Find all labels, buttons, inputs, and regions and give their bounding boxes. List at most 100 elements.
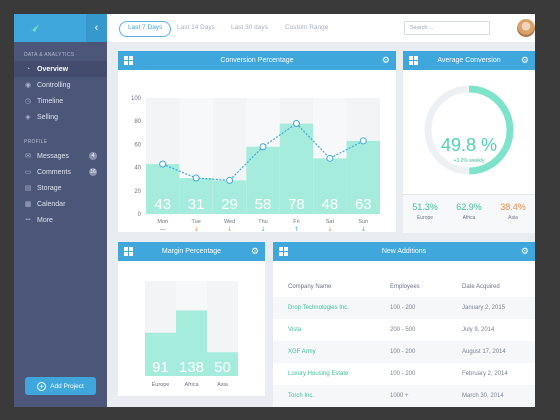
y-tick-label: 20: [134, 189, 141, 195]
gear-icon[interactable]: ⚙: [520, 55, 529, 65]
sidebar-item-comments[interactable]: ▭ Comments 16: [14, 164, 107, 180]
grid-icon[interactable]: [124, 56, 133, 65]
employees-cell: 100 - 200: [390, 349, 416, 355]
x-tick-label: Wed: [224, 219, 235, 225]
sidebar-item-more[interactable]: ••• More: [14, 212, 107, 228]
column-header-company: Company Name: [288, 284, 332, 290]
avatar[interactable]: [517, 19, 535, 37]
europe-value: 51.3%: [412, 202, 438, 212]
gear-icon[interactable]: ⚙: [381, 55, 390, 65]
tab-custom-range[interactable]: Custom Range: [285, 24, 329, 31]
average-card-header: Average Conversion ⚙: [403, 51, 535, 70]
conversion-chart: 02040608010043Mon—31Tue↓29Wed↓58Thu↓78Fr…: [131, 96, 380, 233]
conversion-card: Conversion Percentage ⚙ 0 20 40 60 80 100 43 Mo…: [118, 51, 396, 233]
bar-value-label: 78: [288, 196, 305, 213]
plus-icon: +: [37, 381, 47, 391]
table-row[interactable]: Luxury Housing Estate 100 - 200 February 2…: [273, 363, 535, 385]
bar-value-label: 31: [188, 196, 205, 213]
company-cell[interactable]: Luxury Housing Estate: [288, 371, 349, 377]
bar-value-label: 138: [179, 359, 204, 376]
sidebar-item-label: Storage: [37, 184, 62, 192]
additions-card-title: New Additions: [381, 248, 427, 255]
tab-last-7-days[interactable]: Last 7 Days: [119, 21, 172, 37]
sidebar: ‹ DATA & ANALYTICS ◔ Overview ◉ Controlling…: [14, 14, 107, 407]
trend-point: [226, 176, 234, 184]
x-tick-label: Africa: [184, 382, 199, 388]
sidebar-item-controlling[interactable]: ◉ Controlling: [14, 77, 107, 93]
arrow-down-icon: ↓: [260, 226, 265, 232]
table-row[interactable]: XGF Army 100 - 200 August 17, 2014: [273, 341, 535, 363]
gear-icon[interactable]: ⚙: [520, 246, 529, 256]
conversion-card-header: Conversion Percentage ⚙: [118, 51, 396, 70]
bar: [313, 158, 347, 214]
asia-value: 38.4%: [500, 202, 526, 212]
add-project-label: Add Project: [50, 382, 84, 390]
company-cell[interactable]: Torch Inc.: [288, 393, 315, 399]
arrow-down-icon: ↓: [361, 226, 366, 232]
search-input[interactable]: Search ...: [404, 21, 490, 35]
tab-last-14-days[interactable]: Last 14 Days: [177, 24, 215, 31]
tab-last-30-days[interactable]: Last 30 days: [231, 24, 268, 31]
average-value: 49.8 %: [440, 135, 498, 155]
gear-icon[interactable]: ⚙: [250, 246, 259, 256]
x-tick-label: Mon: [157, 219, 168, 225]
sidebar-item-selling[interactable]: ◈ Selling: [14, 109, 107, 125]
bar: [145, 332, 176, 376]
arrow-down-icon: ↓: [194, 226, 199, 232]
grid-icon[interactable]: [409, 56, 418, 65]
x-tick-label: Sun: [358, 219, 368, 225]
table-row[interactable]: Drop Technologies Inc. 100 - 200 January 2…: [273, 297, 535, 319]
add-project-button[interactable]: + Add Project: [25, 377, 96, 395]
count-badge: 16: [89, 168, 97, 176]
sidebar-item-timeline[interactable]: ◷ Timeline: [14, 93, 107, 109]
table-row[interactable]: Vista 200 - 500 July 9, 2014: [273, 319, 535, 341]
bar: [346, 140, 380, 214]
x-tick-label: Thu: [258, 219, 267, 225]
nav-section-title: DATA & ANALYTICS: [24, 52, 75, 58]
company-cell[interactable]: Drop Technologies Inc.: [288, 305, 349, 311]
sidebar-item-label: Controlling: [37, 81, 71, 89]
date-cell: July 9, 2014: [462, 327, 495, 333]
sidebar-item-label: Timeline: [37, 97, 64, 105]
chat-icon: ▭: [24, 169, 32, 176]
bar-value-label: 63: [355, 196, 372, 213]
sidebar-header: ‹: [14, 14, 107, 42]
bar-value-label: 43: [154, 196, 171, 213]
conversion-card-title: Conversion Percentage: [220, 57, 294, 64]
logo[interactable]: [14, 14, 86, 42]
average-weekly-change: +3.2% weekly: [453, 158, 485, 164]
calendar-icon: ▦: [24, 201, 32, 208]
grid-icon[interactable]: [279, 247, 288, 256]
margin-card-title: Margin Percentage: [161, 248, 222, 255]
x-tick-label: Tue: [192, 219, 201, 225]
africa-value: 62.9%: [456, 202, 482, 212]
topbar: Last 7 Days Last 14 Days Last 30 days Cu…: [107, 14, 535, 42]
donut-progress: [424, 85, 514, 175]
sidebar-item-overview[interactable]: ◔ Overview: [14, 61, 107, 77]
collapse-sidebar-button[interactable]: ‹: [86, 14, 107, 42]
y-tick-label: 60: [134, 142, 141, 148]
bar-value-label: 29: [221, 196, 238, 213]
nav-section-title: PROFILE: [24, 139, 48, 145]
trend-point: [192, 174, 200, 182]
sidebar-item-label: Messages: [37, 152, 69, 160]
region-stats: 51.3% Europe 62.9% Africa 38.4% Asia: [403, 194, 535, 233]
x-tick-label: Sat: [326, 219, 335, 225]
trend-point: [326, 154, 334, 162]
sidebar-item-messages[interactable]: ✉ Messages 4: [14, 148, 107, 164]
company-cell[interactable]: Vista: [288, 327, 302, 333]
company-cell[interactable]: XGF Army: [288, 349, 316, 355]
sidebar-item-label: More: [37, 216, 53, 224]
employees-cell: 100 - 200: [390, 305, 416, 311]
sidebar-item-calendar[interactable]: ▦ Calendar: [14, 196, 107, 212]
grid-icon[interactable]: [124, 247, 133, 256]
x-tick-label: Asia: [217, 382, 229, 388]
arrow-down-icon: ↑: [294, 226, 299, 232]
chevron-left-icon: ‹: [94, 22, 99, 34]
app-window: ‹ DATA & ANALYTICS ◔ Overview ◉ Controlling…: [14, 14, 535, 407]
table-row[interactable]: Torch Inc. 1000 + March 30, 2014: [273, 385, 535, 407]
bar-value-label: 50: [214, 359, 231, 376]
trend-point: [159, 160, 167, 168]
arrow-down-icon: ↓: [327, 226, 332, 232]
sidebar-item-storage[interactable]: ▤ Storage: [14, 180, 107, 196]
